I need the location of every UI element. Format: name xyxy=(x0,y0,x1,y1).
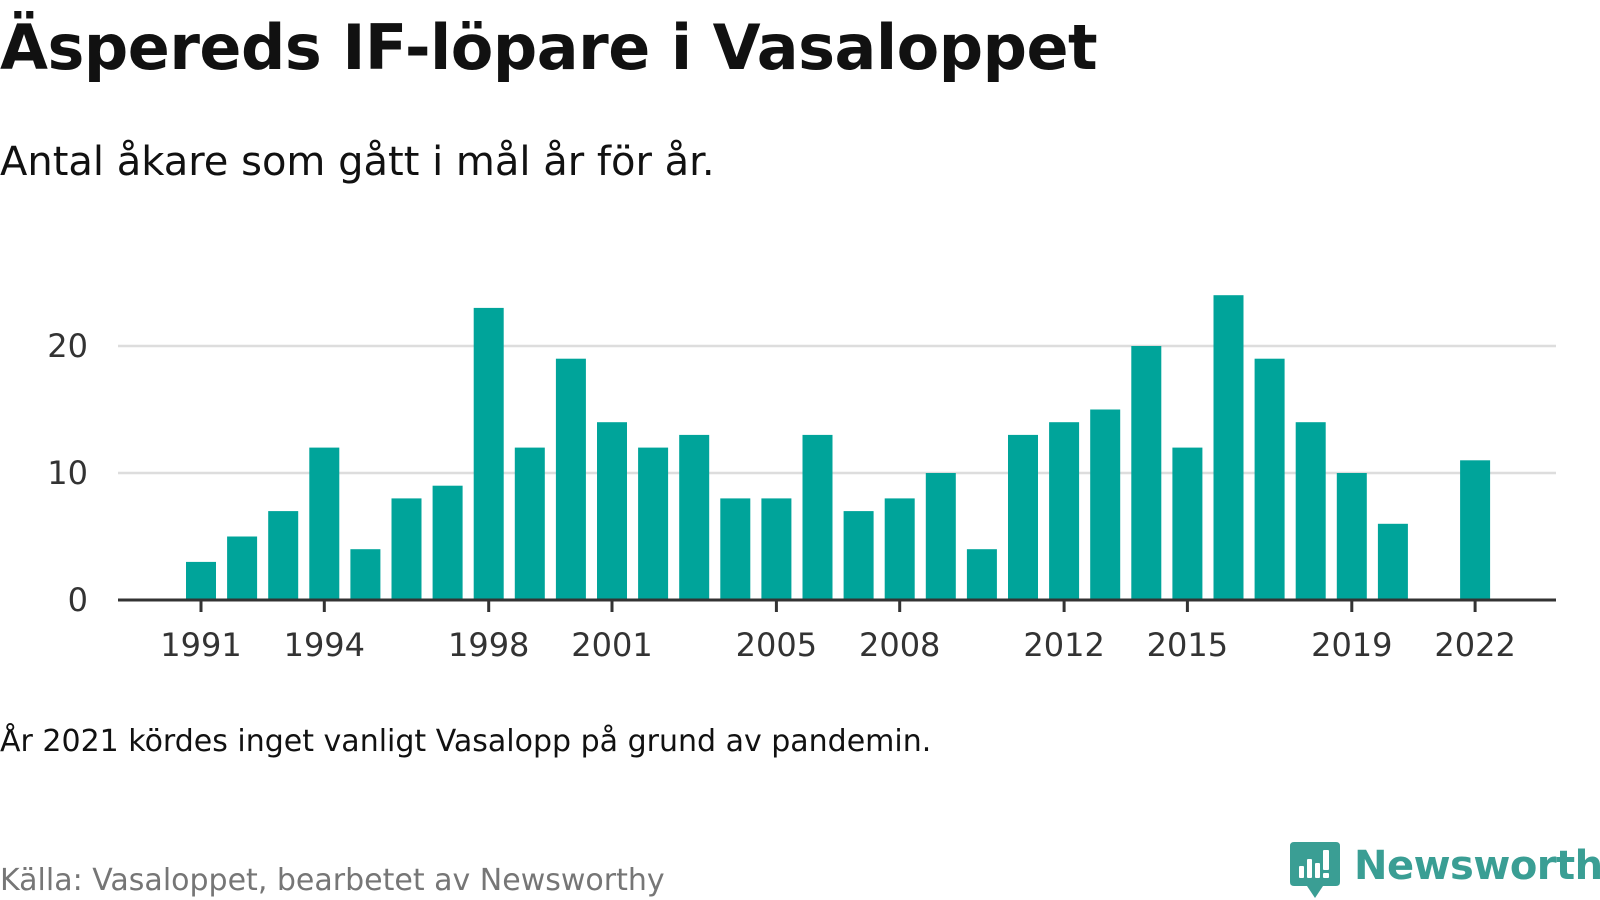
chart-subtitle: Antal åkare som gått i mål år för år. xyxy=(0,139,715,185)
chart-note: År 2021 kördes inget vanligt Vasalopp på… xyxy=(0,724,932,759)
bar-chart: 0 10 20 1991 1994 1998 2001 2005 2008 2012 2015 20… xyxy=(47,295,1556,664)
bar-2006 xyxy=(802,434,833,600)
bar-2019 xyxy=(1336,473,1367,600)
source-text: Källa: Vasaloppet, bearbetet av Newswort… xyxy=(0,863,665,898)
y-tick-label-20: 20 xyxy=(47,327,88,365)
bar-2016 xyxy=(1213,295,1244,600)
newsworthy-logo-icon xyxy=(1290,842,1340,898)
bar-1995 xyxy=(350,549,381,600)
x-tick-label-2001: 2001 xyxy=(571,626,652,664)
bar-1992 xyxy=(227,536,258,600)
bar-2009 xyxy=(925,473,956,600)
x-tick-label-2015: 2015 xyxy=(1147,626,1228,664)
y-axis-ticks: 0 10 20 xyxy=(47,327,88,619)
bar-2018 xyxy=(1295,422,1326,600)
logo-text: Newsworthy xyxy=(1354,843,1600,889)
x-tick-label-1991: 1991 xyxy=(160,626,241,664)
x-tick-label-2012: 2012 xyxy=(1023,626,1104,664)
bar-2000 xyxy=(555,358,586,600)
bar-1994 xyxy=(309,447,340,600)
x-tick-label-1998: 1998 xyxy=(448,626,529,664)
x-tick-label-2005: 2005 xyxy=(736,626,817,664)
bar-1998 xyxy=(473,307,504,600)
bar-1997 xyxy=(432,485,463,600)
x-axis-ticks: 1991 1994 1998 2001 2005 2008 2012 2015 2019 2022 xyxy=(160,600,1516,664)
bar-2013 xyxy=(1090,409,1121,600)
bar-2015 xyxy=(1172,447,1203,600)
bars xyxy=(186,295,1491,600)
bar-2004 xyxy=(720,498,751,600)
bar-2007 xyxy=(843,511,874,600)
bar-2012 xyxy=(1049,422,1080,600)
x-tick-label-2008: 2008 xyxy=(859,626,940,664)
bar-2005 xyxy=(761,498,792,600)
bar-1996 xyxy=(391,498,422,600)
bar-1991 xyxy=(186,561,216,600)
bar-2017 xyxy=(1254,358,1285,600)
newsworthy-logo[interactable]: Newsworthy xyxy=(1290,842,1600,900)
x-tick-label-2022: 2022 xyxy=(1434,626,1515,664)
x-tick-label-2019: 2019 xyxy=(1311,626,1392,664)
bar-2010 xyxy=(966,549,997,600)
bar-2002 xyxy=(638,447,669,600)
bar-2011 xyxy=(1008,434,1038,600)
bar-2014 xyxy=(1131,346,1162,600)
y-tick-label-10: 10 xyxy=(47,454,88,492)
y-tick-label-0: 0 xyxy=(68,581,88,619)
chart-title: Äspereds IF-löpare i Vasaloppet xyxy=(0,11,1098,84)
bar-1999 xyxy=(514,447,545,600)
bar-2008 xyxy=(884,498,915,600)
bar-2022 xyxy=(1460,460,1491,600)
bar-2020 xyxy=(1377,523,1408,600)
bar-2001 xyxy=(597,422,627,600)
bar-1993 xyxy=(268,511,299,600)
bar-2003 xyxy=(679,434,710,600)
x-tick-label-1994: 1994 xyxy=(284,626,365,664)
